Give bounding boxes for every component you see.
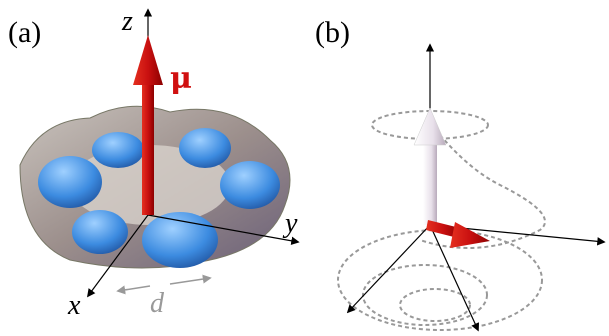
distance-label: d (150, 288, 165, 319)
distance-arrow (118, 286, 150, 291)
bump (38, 156, 102, 208)
bump (72, 210, 128, 254)
spin-arrow-shaft (423, 140, 437, 225)
moment-label: μ (170, 61, 192, 96)
panel-label: (b) (315, 16, 350, 49)
moment-arrow-head (133, 35, 163, 85)
panel-label: (a) (8, 16, 41, 49)
orbit (338, 230, 542, 330)
distance-arrow (170, 278, 210, 284)
y-label: y (282, 208, 298, 239)
axis (348, 225, 430, 312)
bump (92, 132, 144, 168)
orbit (363, 265, 487, 325)
spin-arrow-head (414, 108, 446, 145)
page: (a) z μ y x d (b) (() => { const data = … (0, 0, 609, 336)
moment-arrow-shaft (142, 80, 154, 215)
orbit (400, 289, 470, 321)
bump (220, 161, 280, 209)
x-label: x (67, 290, 81, 321)
bump (179, 128, 231, 168)
figure: (a) z μ y x d (b) (0, 0, 609, 336)
spin-arrow-head (450, 222, 490, 248)
z-label: z (121, 6, 133, 37)
